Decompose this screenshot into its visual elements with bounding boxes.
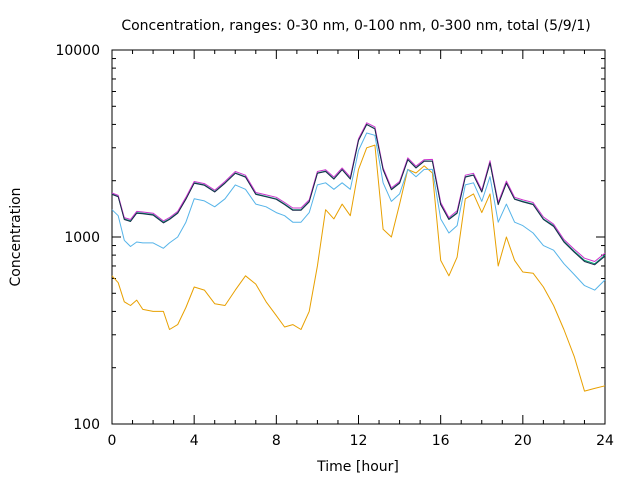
x-tick-label: 0: [108, 433, 117, 449]
series-line-3: [111, 123, 606, 265]
y-tick-label: 1000: [64, 230, 100, 246]
x-axis-label: Time [hour]: [316, 459, 399, 475]
y-tick-label: 100: [73, 417, 100, 433]
y-axis-label: Concentration: [8, 187, 24, 286]
plot-border: [111, 49, 606, 425]
series-line-5: [111, 123, 606, 266]
chart-title: Concentration, ranges: 0-30 nm, 0-100 nm…: [121, 18, 590, 34]
y-tick-label: 10000: [55, 43, 100, 59]
x-axis: 0 4 8 12 16 20 24: [108, 50, 614, 449]
x-tick-label: 4: [190, 433, 199, 449]
plot-frame: [111, 49, 606, 425]
series-lines: [111, 122, 606, 392]
x-tick-label: 16: [432, 433, 450, 449]
x-tick-label: 24: [596, 433, 614, 449]
series-line-2: [111, 132, 606, 291]
x-tick-label: 20: [514, 433, 532, 449]
x-tick-label: 8: [272, 433, 281, 449]
x-tick-label: 12: [350, 433, 368, 449]
y-axis: 100 1000 10000: [55, 43, 605, 433]
series-line-4: [111, 122, 606, 262]
series-line-1: [111, 144, 606, 392]
